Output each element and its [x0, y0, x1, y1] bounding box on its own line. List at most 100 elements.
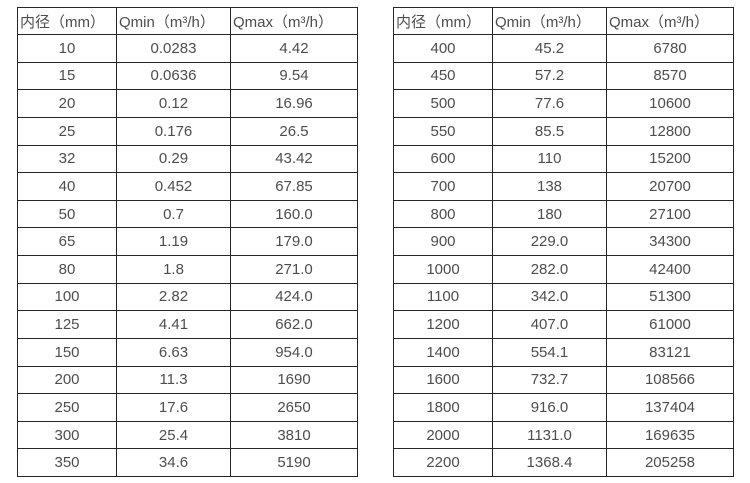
table-row: 125 4.41 662.0: [17, 310, 358, 339]
table-cell: 32: [17, 144, 117, 174]
table-row: 1000 282.0 42400: [393, 255, 734, 284]
header-row: 内径（mm） Qmin（m³/h） Qmax（m³/h）: [393, 7, 734, 35]
table-cell: 137404: [606, 393, 734, 422]
table-cell: 20700: [606, 172, 734, 201]
table-cell: 205258: [606, 448, 734, 477]
table-cell: 40: [17, 172, 117, 201]
table-cell: 800: [393, 199, 493, 229]
table-cell: 51300: [606, 282, 734, 312]
table-row: 250 17.6 2650: [17, 393, 358, 422]
table-cell: 554.1: [492, 337, 607, 367]
column-header: Qmin（m³/h）: [116, 7, 231, 35]
column-header: Qmax（m³/h）: [606, 7, 734, 35]
table-cell: 407.0: [492, 310, 607, 339]
table-cell: 1200: [393, 310, 493, 339]
table-cell: 8570: [606, 61, 734, 91]
table-cell: 424.0: [230, 282, 358, 312]
table-row: 1800 916.0 137404: [393, 393, 734, 422]
table-cell: 61000: [606, 310, 734, 339]
table-cell: 27100: [606, 199, 734, 229]
table-cell: 15: [17, 61, 117, 91]
table-cell: 50: [17, 199, 117, 229]
table-cell: 954.0: [230, 337, 358, 367]
table-cell: 700: [393, 172, 493, 201]
table-cell: 282.0: [492, 255, 607, 284]
table-cell: 350: [17, 448, 117, 477]
flow-spec-table-right: 内径（mm） Qmin（m³/h） Qmax（m³/h） 400 45.2 6780 45…: [393, 7, 734, 477]
table-cell: 169635: [606, 420, 734, 450]
table-row: 450 57.2 8570: [393, 61, 734, 91]
table-cell: 500: [393, 89, 493, 118]
table-cell: 1.19: [116, 227, 231, 256]
table-cell: 1800: [393, 393, 493, 422]
table-body: 400 45.2 6780 450 57.2 8570 500 77.6 10600 550 85.…: [393, 34, 734, 477]
table-cell: 300: [17, 420, 117, 450]
table-cell: 9.54: [230, 61, 358, 91]
table-cell: 0.0283: [116, 34, 231, 63]
table-cell: 83121: [606, 337, 734, 367]
table-row: 2000 1131.0 169635: [393, 420, 734, 450]
table-cell: 0.176: [116, 116, 231, 146]
table-cell: 25.4: [116, 420, 231, 450]
table-row: 500 77.6 10600: [393, 89, 734, 118]
table-row: 800 180 27100: [393, 199, 734, 229]
table-cell: 0.0636: [116, 61, 231, 91]
table-row: 15 0.0636 9.54: [17, 61, 358, 91]
table-cell: 16.96: [230, 89, 358, 118]
table-cell: 10: [17, 34, 117, 63]
table-row: 20 0.12 16.96: [17, 89, 358, 118]
table-cell: 34300: [606, 227, 734, 256]
table-cell: 45.2: [492, 34, 607, 63]
table-cell: 1000: [393, 255, 493, 284]
table-row: 400 45.2 6780: [393, 34, 734, 63]
table-cell: 6.63: [116, 337, 231, 367]
table-cell: 26.5: [230, 116, 358, 146]
table-cell: 11.3: [116, 365, 231, 395]
table-cell: 65: [17, 227, 117, 256]
table-header-row: 内径（mm） Qmin（m³/h） Qmax（m³/h）: [17, 7, 358, 35]
table-cell: 0.12: [116, 89, 231, 118]
table-row: 200 11.3 1690: [17, 365, 358, 395]
table-cell: 179.0: [230, 227, 358, 256]
table-cell: 43.42: [230, 144, 358, 174]
table-cell: 20: [17, 89, 117, 118]
table-cell: 1400: [393, 337, 493, 367]
table-cell: 34.6: [116, 448, 231, 477]
table-cell: 15200: [606, 144, 734, 174]
table-cell: 271.0: [230, 255, 358, 284]
table-row: 700 138 20700: [393, 172, 734, 201]
column-header: Qmin（m³/h）: [492, 7, 607, 35]
table-cell: 150: [17, 337, 117, 367]
table-cell: 42400: [606, 255, 734, 284]
table-cell: 80: [17, 255, 117, 284]
table-cell: 108566: [606, 365, 734, 395]
table-cell: 4.42: [230, 34, 358, 63]
table-cell: 85.5: [492, 116, 607, 146]
table-row: 2200 1368.4 205258: [393, 448, 734, 477]
table-cell: 200: [17, 365, 117, 395]
table-row: 1400 554.1 83121: [393, 337, 734, 367]
table-cell: 12800: [606, 116, 734, 146]
table-row: 550 85.5 12800: [393, 116, 734, 146]
table-cell: 342.0: [492, 282, 607, 312]
table-cell: 160.0: [230, 199, 358, 229]
table-cell: 916.0: [492, 393, 607, 422]
table-cell: 2.82: [116, 282, 231, 312]
table-cell: 77.6: [492, 89, 607, 118]
column-header: 内径（mm）: [17, 7, 117, 35]
table-cell: 17.6: [116, 393, 231, 422]
table-cell: 600: [393, 144, 493, 174]
table-cell: 125: [17, 310, 117, 339]
table-cell: 180: [492, 199, 607, 229]
table-cell: 1100: [393, 282, 493, 312]
table-cell: 1600: [393, 365, 493, 395]
table-cell: 662.0: [230, 310, 358, 339]
table-row: 900 229.0 34300: [393, 227, 734, 256]
table-row: 1100 342.0 51300: [393, 282, 734, 312]
table-row: 1600 732.7 108566: [393, 365, 734, 395]
table-row: 100 2.82 424.0: [17, 282, 358, 312]
table-cell: 2650: [230, 393, 358, 422]
table-row: 300 25.4 3810: [17, 420, 358, 450]
table-row: 32 0.29 43.42: [17, 144, 358, 174]
